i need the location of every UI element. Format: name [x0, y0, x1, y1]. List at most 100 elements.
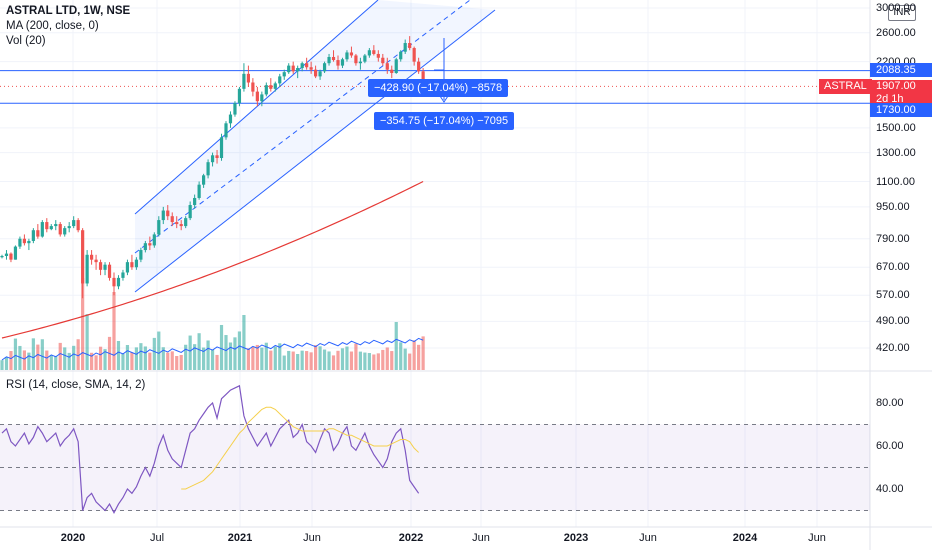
volume-bar	[246, 348, 250, 370]
price-axis-label: 3000.00	[876, 2, 916, 14]
currency-button[interactable]: INR	[888, 5, 916, 21]
candle-body	[121, 272, 125, 278]
volume-bar	[331, 355, 336, 370]
time-axis-label: Jun	[639, 532, 657, 544]
volume-bar	[36, 344, 40, 370]
volume-histogram	[0, 278, 425, 370]
candles	[0, 36, 425, 299]
candle-body	[354, 55, 358, 64]
time-axis-label: Jul	[149, 532, 165, 544]
time-axis-label: 2023	[563, 532, 589, 544]
volume-bar	[31, 338, 35, 370]
candle-body	[134, 259, 138, 268]
candle-body	[184, 218, 188, 227]
countdown: 2d 1h	[876, 93, 904, 105]
volume-bar	[345, 346, 349, 370]
channel-lower-line	[134, 9, 496, 293]
volume-bar	[40, 339, 44, 370]
candle-body	[273, 83, 277, 89]
candle-body	[9, 253, 13, 260]
candle-body	[49, 226, 53, 230]
volume-bar	[166, 352, 170, 370]
candle-body	[340, 59, 345, 66]
volume-bar	[45, 350, 49, 370]
candle-body	[18, 238, 22, 247]
price-axis-label: 790.00	[876, 232, 910, 245]
lower-level-tag: 1730.00	[870, 103, 932, 117]
volume-bar	[85, 314, 89, 370]
volume-bar	[269, 350, 273, 370]
candle-body	[36, 230, 40, 237]
measure-label-lower[interactable]: −354.75 (−17.04%) −7095	[374, 112, 515, 130]
candle-body	[175, 222, 179, 225]
volume-bar	[81, 278, 85, 370]
upper-level-tag: 2088.35	[870, 63, 932, 77]
volume-bar	[13, 338, 18, 370]
volume-bar	[358, 351, 362, 370]
rsi-legend[interactable]: RSI (14, close, SMA, 14, 2)	[6, 379, 146, 391]
candle-body	[112, 277, 116, 287]
ma200-line	[1, 180, 424, 339]
volume-bar	[412, 340, 416, 370]
volume-bar	[18, 345, 22, 370]
volume-bar	[408, 353, 412, 370]
candle-body	[403, 43, 407, 52]
ma-legend[interactable]: MA (200, close, 0)	[6, 20, 99, 32]
volume-bar	[4, 357, 9, 370]
volume-bar	[309, 352, 313, 370]
price-axis-label: 670.00	[876, 261, 910, 274]
candle-body	[246, 73, 250, 83]
time-axis-label: 2024	[732, 532, 758, 544]
candle-body	[54, 224, 58, 227]
volume-bar	[287, 350, 291, 370]
candle-body	[219, 137, 224, 159]
candle-body	[31, 230, 35, 241]
candle-body	[152, 234, 156, 246]
candle-body	[13, 246, 18, 260]
volume-bar	[67, 352, 71, 370]
volume-bar	[224, 335, 228, 370]
candle-body	[390, 69, 394, 74]
time-axis-label: Jun	[303, 532, 321, 544]
candle-body	[202, 175, 206, 185]
candle-body	[143, 243, 147, 251]
volume-bar	[228, 342, 233, 370]
vol-legend[interactable]: Vol (20)	[6, 35, 46, 47]
candle-body	[22, 238, 26, 244]
volume-bar	[421, 336, 425, 370]
candle-body	[417, 61, 421, 72]
volume-bar	[322, 349, 327, 370]
price-axis-label: 570.00	[876, 289, 910, 302]
time-axis-label: 2021	[227, 532, 253, 544]
candle-body	[45, 222, 49, 230]
candle-body	[179, 224, 183, 227]
volume-bar	[327, 351, 331, 370]
volume-bar	[197, 333, 201, 370]
volume-bar	[161, 347, 165, 370]
candle-body	[314, 69, 318, 77]
candle-body	[197, 184, 201, 198]
candle-body	[300, 63, 304, 69]
chart-title: ASTRAL LTD, 1W, NSE	[6, 5, 131, 17]
volume-bar	[170, 351, 174, 370]
volume-bar	[251, 346, 255, 370]
candle-body	[264, 85, 268, 95]
volume-bar	[385, 347, 389, 370]
candle-body	[139, 250, 143, 260]
price-axis-label: 490.00	[876, 315, 910, 328]
price-channel	[134, 0, 496, 293]
candle-body	[255, 91, 259, 102]
measure-label-upper[interactable]: −428.90 (−17.04%) −8578	[368, 79, 509, 97]
volume-bar	[148, 352, 152, 370]
volume-bar	[242, 315, 246, 370]
candle-body	[367, 50, 371, 56]
candle-body	[318, 71, 322, 77]
volume-bar	[278, 343, 282, 370]
volume-bar	[215, 354, 219, 370]
volume-bar	[296, 354, 300, 370]
candle-body	[278, 76, 282, 84]
price-axis-label: 1100.00	[876, 175, 915, 188]
volume-bar	[202, 347, 206, 370]
volume-bar	[76, 339, 80, 370]
